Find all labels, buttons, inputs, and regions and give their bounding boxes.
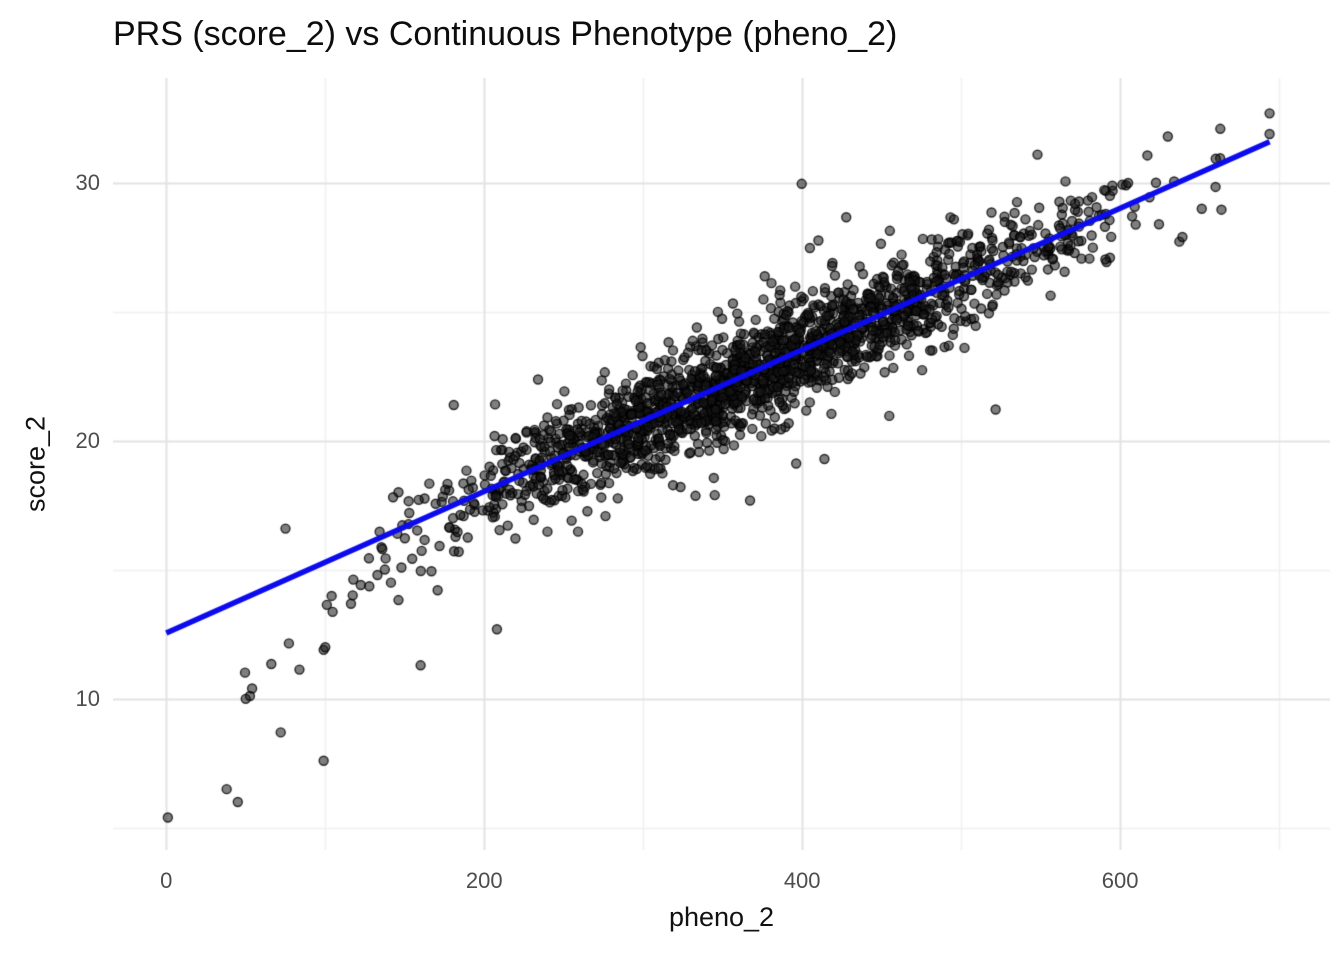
x-axis-title: pheno_2 — [668, 902, 775, 932]
x-tick-label: 200 — [465, 868, 503, 893]
scatter-plot-canvas — [113, 78, 1330, 850]
x-tick-label: 600 — [1101, 868, 1139, 893]
y-axis-title: score_2 — [20, 415, 51, 513]
y-tick-label: 20 — [75, 427, 100, 453]
plot-title: PRS (score_2) vs Continuous Phenotype (p… — [113, 15, 898, 53]
y-tick-label: 30 — [75, 169, 100, 195]
x-tick-label: 0 — [160, 868, 173, 893]
x-tick-label: 400 — [783, 868, 821, 893]
y-tick-label: 10 — [75, 685, 100, 711]
